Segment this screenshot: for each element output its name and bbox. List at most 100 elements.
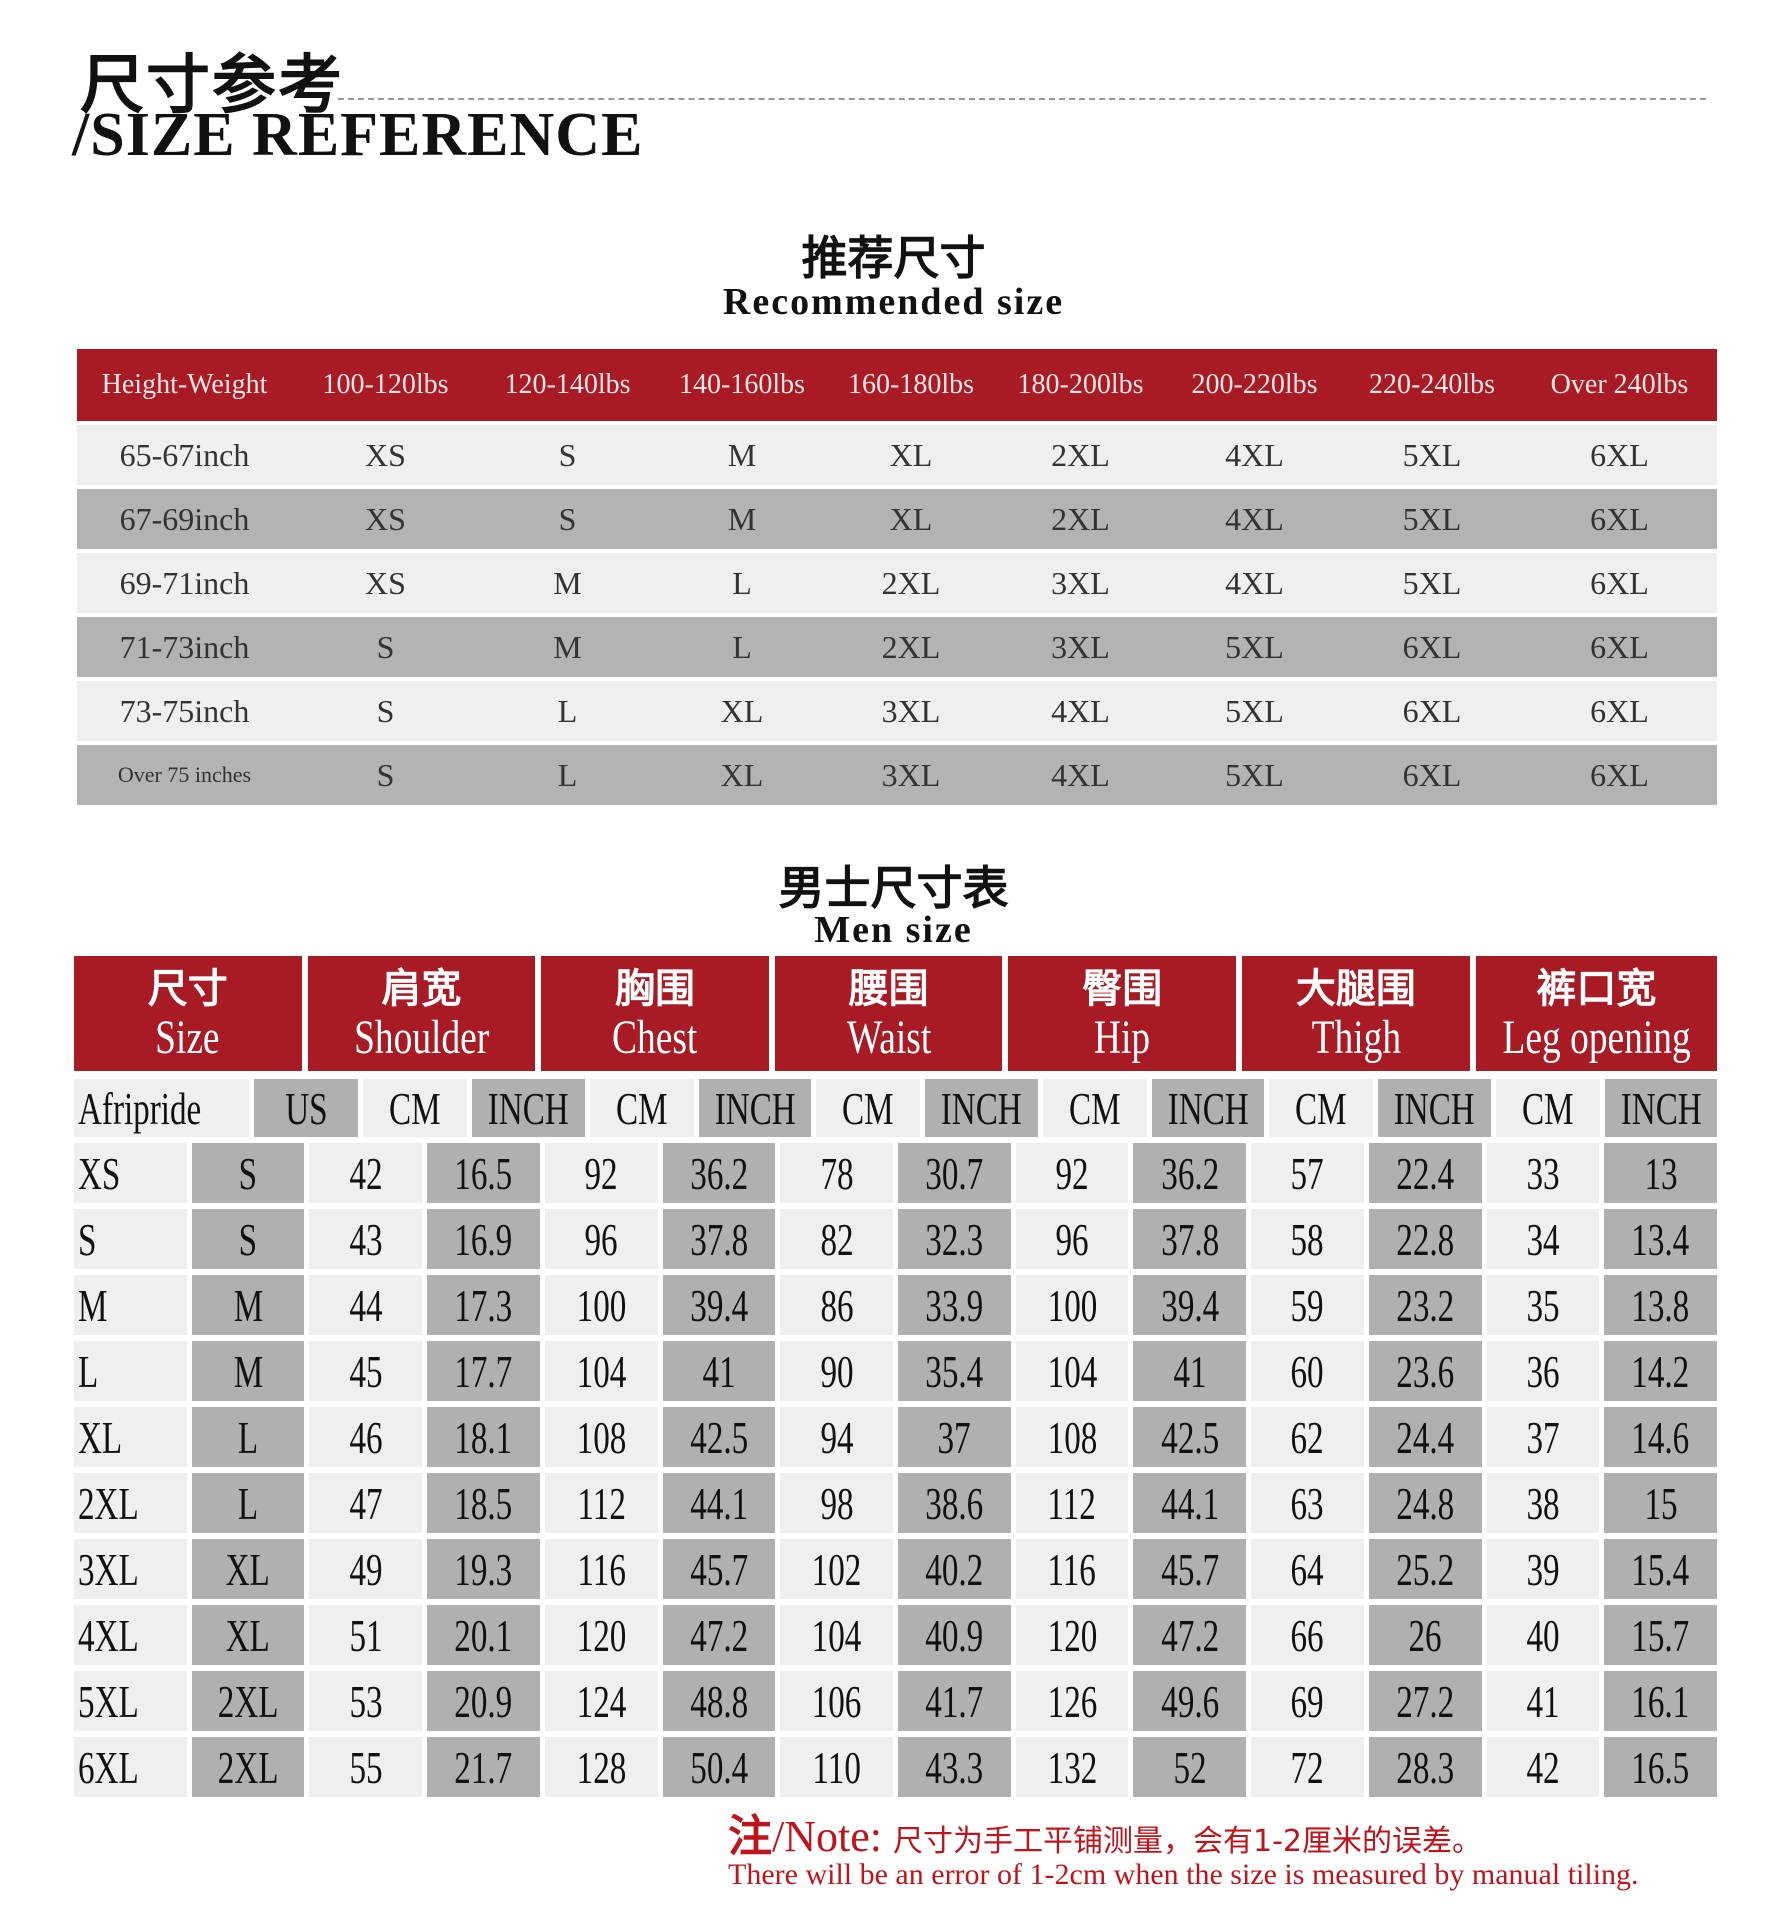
cell-value: 14.6 — [1631, 1411, 1690, 1463]
table-row: 67-69inch XS S M XL 2XL 4XL 5XL 6XL — [77, 489, 1717, 549]
column-header: 200-220lbs — [1191, 369, 1318, 400]
cell-value: 41 — [1526, 1675, 1560, 1727]
cell-value: 27.2 — [1396, 1675, 1455, 1727]
table-cell: 13.4 — [1604, 1209, 1717, 1269]
size-label: 4XL — [74, 1605, 187, 1665]
column-group-header: 尺寸 Size — [74, 956, 302, 1071]
cell-value: 49.6 — [1160, 1675, 1219, 1727]
cell-value: L — [78, 1345, 99, 1397]
table-cell: 16.9 — [427, 1209, 540, 1269]
table-cell: 23.2 — [1368, 1275, 1482, 1335]
table-cell: 3XL — [881, 756, 941, 793]
cell-value: 35 — [1526, 1279, 1560, 1331]
cell-value: 42.5 — [689, 1411, 748, 1463]
cell-value: 16.9 — [454, 1213, 513, 1265]
table-cell: S — [191, 1209, 305, 1269]
cell-value: 45.7 — [1160, 1543, 1219, 1595]
table-cell: 2XL — [191, 1737, 305, 1797]
table-cell: 52 — [1133, 1737, 1247, 1797]
table-cell: 36.2 — [662, 1143, 776, 1203]
table-cell: M — [191, 1275, 305, 1335]
unit-label: INCH — [1167, 1082, 1249, 1134]
row-label: 65-67inch — [119, 436, 250, 473]
cell-value: 42 — [1526, 1741, 1560, 1793]
table-row: L M 45 17.7 104 41 90 35.4 104 41 60 23.6 36 14.2 — [74, 1341, 1717, 1401]
table-cell: 108 — [544, 1407, 658, 1467]
cell-value: 36 — [1526, 1345, 1560, 1397]
size-label: 2XL — [74, 1473, 187, 1533]
table-cell: S — [558, 500, 577, 537]
cell-value: 44.1 — [1160, 1477, 1219, 1529]
table-cell: 108 — [1015, 1407, 1129, 1467]
table-row: Over 75 inches S L XL 3XL 4XL 5XL 6XL 6XL — [77, 745, 1717, 805]
cell-value: 22.8 — [1396, 1213, 1455, 1265]
size-label: S — [74, 1209, 187, 1269]
table-cell: 53 — [309, 1671, 423, 1731]
page-title-en: /SIZE REFERENCE — [72, 101, 644, 169]
cell-value: 14.2 — [1631, 1345, 1690, 1397]
cell-value: 37.8 — [689, 1213, 748, 1265]
unit-label: INCH — [487, 1082, 569, 1134]
table-cell: 2XL — [191, 1671, 305, 1731]
table-cell: 32.3 — [898, 1209, 1011, 1269]
unit-header: INCH — [472, 1079, 585, 1137]
cell-value: S — [78, 1213, 97, 1265]
cell-value: 48.8 — [689, 1675, 748, 1727]
column-header: 120-140lbs — [504, 369, 631, 400]
cell-value: 92 — [1055, 1147, 1089, 1199]
table-cell: 128 — [544, 1737, 658, 1797]
unit-label: CM — [842, 1082, 894, 1134]
table-cell: 4XL — [1051, 756, 1110, 793]
cell-value: 44.1 — [689, 1477, 748, 1529]
unit-label: INCH — [940, 1082, 1022, 1134]
cell-value: 41 — [1173, 1345, 1207, 1397]
table-cell: 14.6 — [1604, 1407, 1717, 1467]
table-cell: 116 — [544, 1539, 658, 1599]
table-cell: 35 — [1486, 1275, 1600, 1335]
table-cell: 45 — [309, 1341, 423, 1401]
row-label: 73-75inch — [119, 692, 250, 729]
unit-header: CM — [1269, 1079, 1374, 1137]
table-cell: 20.1 — [427, 1605, 540, 1665]
table-cell: 98 — [780, 1473, 893, 1533]
cell-value: 42.5 — [1160, 1411, 1219, 1463]
group-label-en: Shoulder — [353, 1011, 490, 1064]
cell-value: 37 — [937, 1411, 971, 1463]
table-header-row: Height-Weight 100-120lbs 120-140lbs 140-160… — [77, 349, 1717, 421]
table-row: 71-73inch S M L 2XL 3XL 5XL 6XL 6XL — [77, 617, 1717, 677]
table-cell: 39 — [1486, 1539, 1600, 1599]
table-cell: 26 — [1368, 1605, 1482, 1665]
table-cell: 63 — [1251, 1473, 1364, 1533]
row-label: 67-69inch — [119, 500, 250, 537]
cell-value: 47.2 — [689, 1609, 748, 1661]
table-cell: 17.3 — [427, 1275, 540, 1335]
table-cell: 6XL — [1590, 628, 1649, 665]
cell-value: 43.3 — [925, 1741, 984, 1793]
table-cell: XL — [889, 436, 933, 473]
cell-value: 47 — [349, 1477, 383, 1529]
table-cell: 92 — [544, 1143, 658, 1203]
table-cell: XL — [720, 756, 764, 793]
group-label-cn: 尺寸 — [147, 966, 228, 1012]
table-row: 65-67inch XS S M XL 2XL 4XL 5XL 6XL — [77, 425, 1717, 485]
cell-value: 108 — [1047, 1411, 1097, 1463]
table-cell: 90 — [780, 1341, 893, 1401]
table-cell: 69 — [1251, 1671, 1364, 1731]
unit-header: CM — [816, 1079, 921, 1137]
table-cell: 42.5 — [1133, 1407, 1247, 1467]
cell-value: 55 — [349, 1741, 383, 1793]
table-cell: 2XL — [881, 564, 941, 601]
cell-value: 23.6 — [1396, 1345, 1455, 1397]
table-cell: 34 — [1486, 1209, 1600, 1269]
recommended-title-en: Recommended size — [722, 281, 1065, 323]
unit-header: Afripride — [74, 1079, 250, 1137]
recommended-title-cn: 推荐尺寸 — [801, 231, 986, 285]
table-cell: 59 — [1251, 1275, 1364, 1335]
table-cell: 13.8 — [1604, 1275, 1717, 1335]
cell-value: 69 — [1290, 1675, 1325, 1727]
table-cell: 37.8 — [1133, 1209, 1247, 1269]
table-cell: 43.3 — [898, 1737, 1011, 1797]
table-cell: S — [558, 436, 577, 473]
cell-value: 25.2 — [1396, 1543, 1455, 1595]
table-cell: 55 — [309, 1737, 423, 1797]
